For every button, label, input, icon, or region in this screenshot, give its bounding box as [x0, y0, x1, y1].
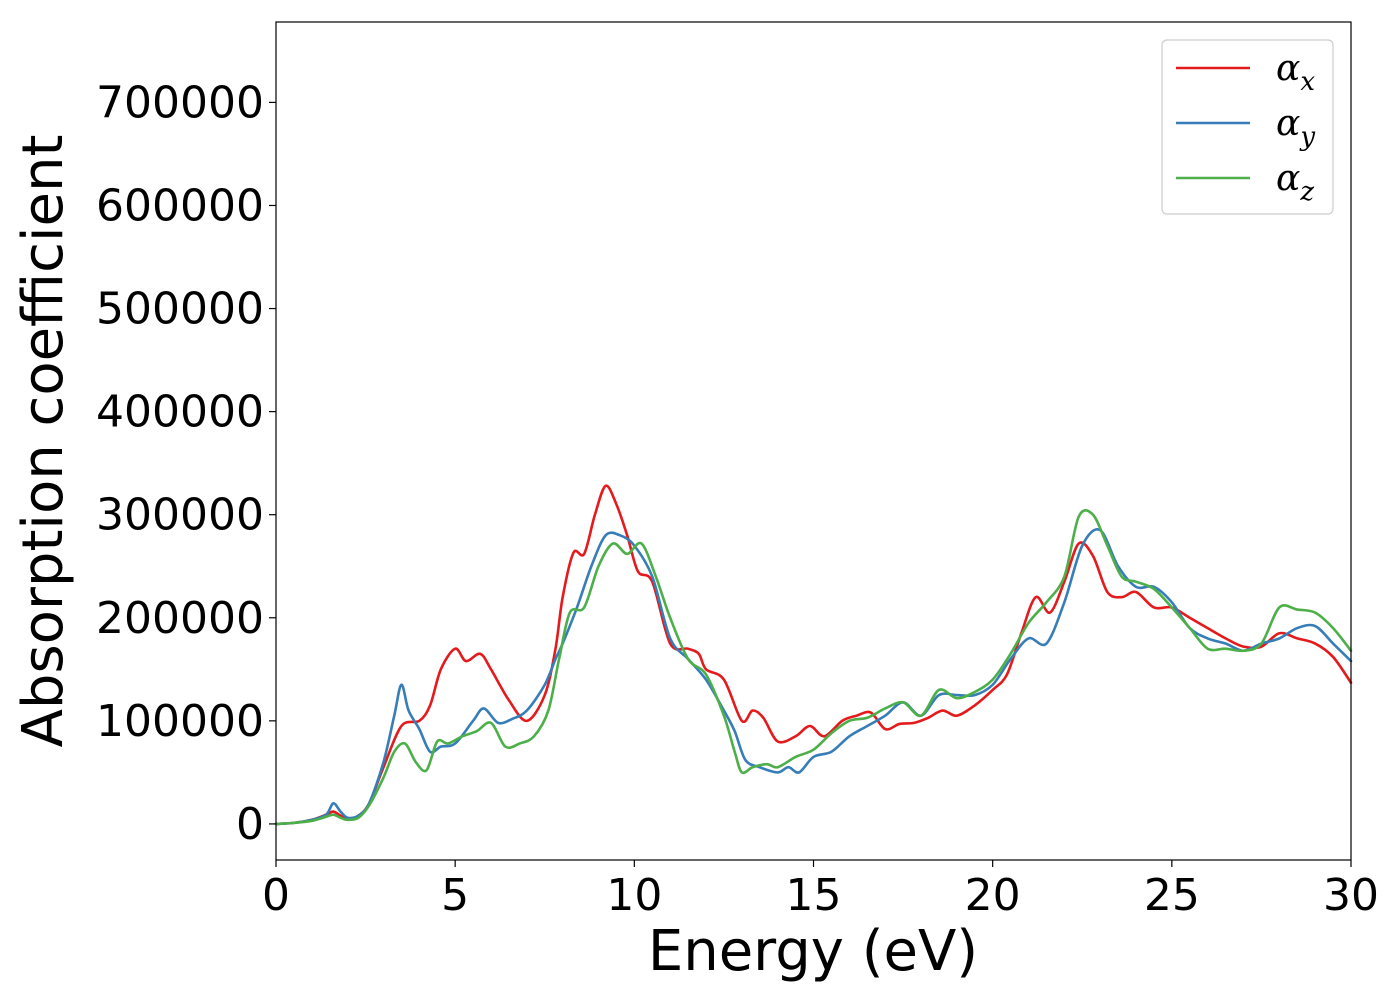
- x-tick-label: 5: [441, 870, 469, 921]
- legend-label-symbol: α: [1276, 158, 1300, 199]
- x-tick-label: 10: [606, 870, 662, 921]
- x-tick-label: 15: [786, 870, 842, 921]
- y-axis-ticks: 0 100000 200000 300000 400000 500000 600000 700…: [96, 77, 276, 850]
- series-line-alpha-x: [274, 484, 1353, 826]
- y-tick-label: 500000: [96, 284, 264, 335]
- y-tick-label: 300000: [96, 490, 264, 541]
- legend-label-symbol: α: [1276, 103, 1300, 144]
- legend-label-alpha-x: αx: [1276, 48, 1315, 97]
- y-tick-label: 200000: [96, 593, 264, 644]
- x-tick-label: 0: [262, 870, 290, 921]
- legend-label-subscript: z: [1299, 177, 1314, 207]
- x-tick-label: 25: [1144, 870, 1200, 921]
- x-axis-ticks: 0 5 10 15 20 25 30: [262, 860, 1379, 921]
- y-tick-label: 100000: [96, 696, 264, 747]
- x-axis-title: Energy (eV): [648, 919, 978, 984]
- x-tick-label: 30: [1323, 870, 1379, 921]
- legend-label-subscript: y: [1299, 122, 1315, 152]
- legend-label-alpha-z: αz: [1276, 158, 1314, 207]
- series-line-alpha-y: [274, 528, 1353, 826]
- legend-label-subscript: x: [1300, 67, 1315, 97]
- y-tick-label: 0: [236, 799, 264, 850]
- y-axis-title: Absorption coefficient: [11, 135, 76, 748]
- y-tick-label: 600000: [96, 180, 264, 231]
- series-line-alpha-z: [274, 508, 1353, 826]
- x-tick-label: 20: [965, 870, 1021, 921]
- y-tick-label: 700000: [96, 77, 264, 128]
- legend-label-alpha-y: αy: [1276, 103, 1315, 152]
- legend-label-symbol: α: [1276, 48, 1300, 89]
- y-tick-label: 400000: [96, 387, 264, 438]
- series-layer: [274, 484, 1353, 826]
- legend-box: [1161, 39, 1334, 215]
